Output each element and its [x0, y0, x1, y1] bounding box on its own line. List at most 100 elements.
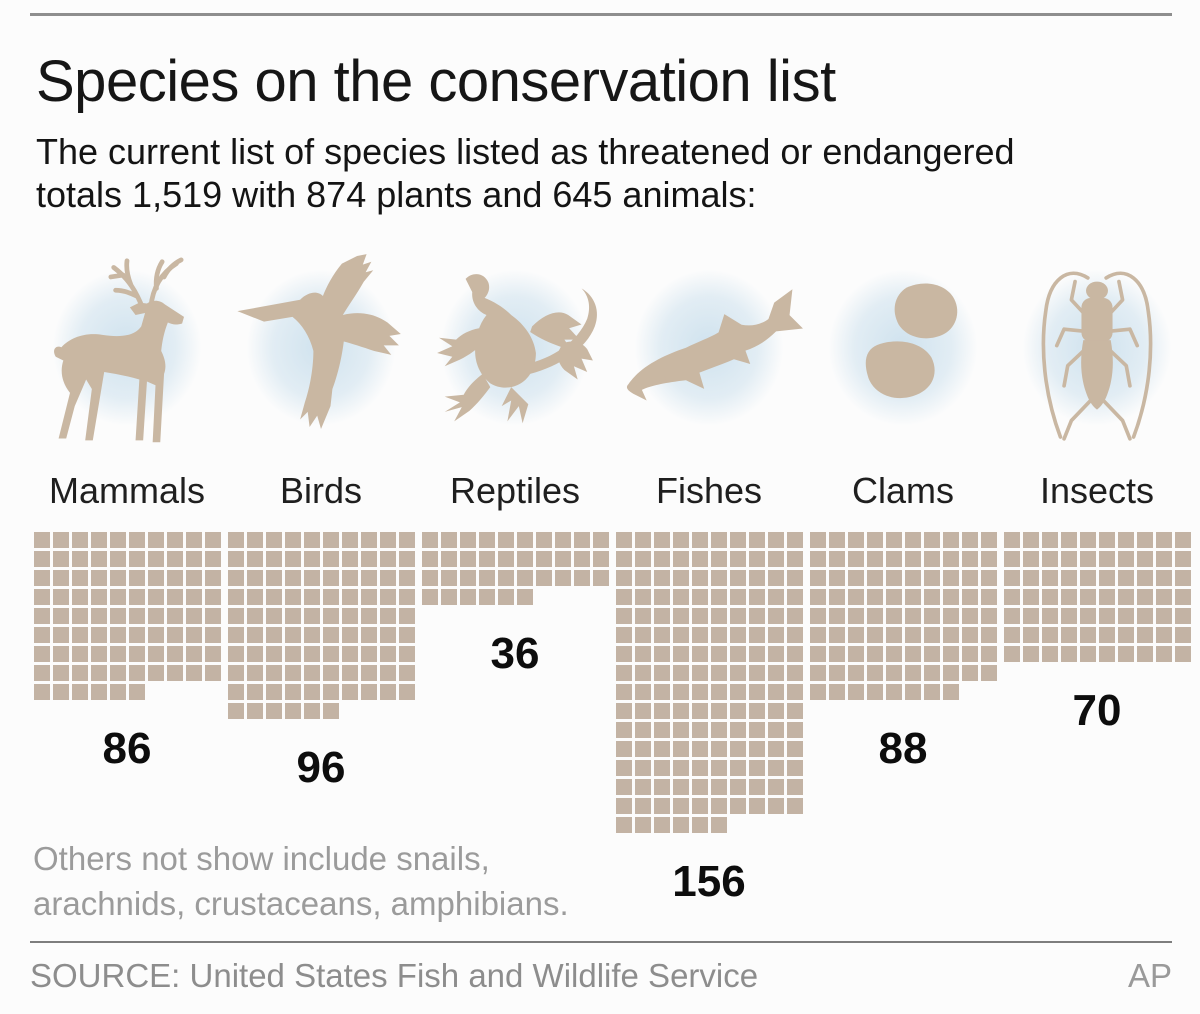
unit-square [573, 551, 590, 567]
unit-square [1155, 570, 1172, 586]
unit-square [828, 570, 845, 586]
clams-icon [806, 246, 1000, 458]
pictogram-grid [615, 532, 803, 833]
unit-square [109, 646, 126, 662]
unit-square [923, 551, 940, 567]
unit-square [459, 532, 476, 548]
unit-square [204, 646, 221, 662]
unit-square [1060, 532, 1077, 548]
unit-square [379, 646, 396, 662]
unit-square [246, 570, 263, 586]
unit-square [1136, 646, 1153, 662]
unit-square [615, 703, 632, 719]
unit-square [1022, 589, 1039, 605]
category-column-mammals: Mammals 86 [30, 246, 224, 907]
unit-square [809, 627, 826, 643]
unit-square [847, 684, 864, 700]
unit-square [786, 551, 803, 567]
unit-square [961, 646, 978, 662]
count-label: 70 [1072, 686, 1122, 735]
unit-square [227, 684, 244, 700]
unit-square [1117, 627, 1134, 643]
unit-square [360, 551, 377, 567]
unit-square [729, 570, 746, 586]
unit-square [786, 703, 803, 719]
unit-square [634, 589, 651, 605]
unit-square [748, 760, 765, 776]
unit-square [691, 589, 708, 605]
unit-square [615, 589, 632, 605]
unit-square [535, 551, 552, 567]
unit-square [828, 684, 845, 700]
unit-square [478, 570, 495, 586]
unit-square [786, 627, 803, 643]
unit-square [398, 589, 415, 605]
unit-square [440, 589, 457, 605]
unit-square [1041, 608, 1058, 624]
unit-square [303, 608, 320, 624]
unit-square [147, 646, 164, 662]
unit-square [767, 646, 784, 662]
unit-square [615, 551, 632, 567]
unit-square [246, 684, 263, 700]
unit-square [942, 589, 959, 605]
unit-square [767, 798, 784, 814]
unit-square [653, 703, 670, 719]
unit-square [691, 703, 708, 719]
unit-square [322, 703, 339, 719]
unit-square [421, 551, 438, 567]
unit-square [904, 551, 921, 567]
unit-square [653, 665, 670, 681]
unit-square [246, 589, 263, 605]
unit-square [379, 589, 396, 605]
unit-square [847, 608, 864, 624]
unit-square [71, 589, 88, 605]
unit-square [653, 551, 670, 567]
unit-square [478, 532, 495, 548]
unit-square [379, 551, 396, 567]
unit-square [1098, 627, 1115, 643]
unit-square [634, 722, 651, 738]
unit-square [634, 817, 651, 833]
unit-square [1098, 570, 1115, 586]
unit-square [227, 627, 244, 643]
unit-square [265, 665, 282, 681]
unit-square [980, 646, 997, 662]
unit-square [729, 665, 746, 681]
unit-square [185, 570, 202, 586]
unit-square [923, 570, 940, 586]
unit-square [828, 608, 845, 624]
unit-square [866, 627, 883, 643]
unit-square [767, 722, 784, 738]
unit-square [691, 646, 708, 662]
unit-square [904, 570, 921, 586]
pelican-silhouette [237, 254, 401, 429]
unit-square [1174, 608, 1191, 624]
unit-square [360, 665, 377, 681]
unit-square [885, 684, 902, 700]
unit-square [672, 798, 689, 814]
unit-square [615, 684, 632, 700]
unit-square [284, 608, 301, 624]
unit-square [204, 627, 221, 643]
unit-square [786, 779, 803, 795]
unit-square [710, 551, 727, 567]
unit-square [303, 551, 320, 567]
unit-square [710, 779, 727, 795]
unit-square [847, 627, 864, 643]
unit-square [128, 570, 145, 586]
unit-square [322, 646, 339, 662]
unit-square [691, 665, 708, 681]
unit-square [265, 627, 282, 643]
unit-square [227, 551, 244, 567]
unit-square [185, 551, 202, 567]
unit-square [980, 570, 997, 586]
unit-square [691, 779, 708, 795]
unit-square [961, 608, 978, 624]
unit-square [710, 665, 727, 681]
source-text: SOURCE: United States Fish and Wildlife … [30, 957, 759, 994]
unit-square [592, 532, 609, 548]
unit-square [634, 665, 651, 681]
unit-square [497, 532, 514, 548]
unit-square [809, 532, 826, 548]
